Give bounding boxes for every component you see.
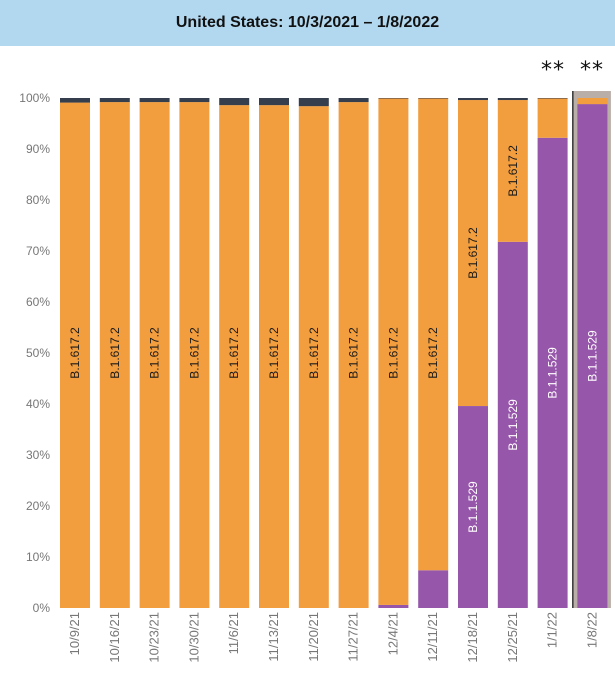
- bar-segment: [259, 98, 289, 106]
- bar-segment: [458, 100, 488, 407]
- y-tick-label: 100%: [19, 91, 50, 105]
- bar-segment: [179, 98, 210, 103]
- bar-segment: [60, 102, 90, 608]
- bar-segment: [219, 105, 250, 608]
- bar-label: B.1.617.2: [227, 327, 241, 379]
- bar-label: B.1.617.2: [506, 145, 520, 197]
- stacked-bar-chart: 0% 10% 20% 30% 40% 50% 60% 70% 80% 90% 100% 10/9/21…: [19, 91, 611, 663]
- y-tick-label: 80%: [26, 193, 50, 207]
- bar-segment: [418, 570, 449, 608]
- bar-segment: [378, 604, 409, 608]
- bar-segment: [497, 241, 528, 608]
- bar-segment: [497, 98, 528, 101]
- chart-title: United States: 10/3/2021 – 1/8/2022: [175, 14, 440, 31]
- x-tick-label: 12/25/21: [505, 612, 520, 663]
- bar-label: B.1.617.2: [267, 327, 281, 379]
- bar-segment: [219, 98, 250, 106]
- bar-segment: [378, 98, 409, 99]
- bar-segment: [378, 98, 409, 605]
- x-tick-label: 12/18/21: [465, 612, 480, 663]
- bar-segment: [259, 105, 289, 608]
- y-tick-label: 50%: [26, 346, 50, 360]
- bar-segment: [139, 98, 170, 103]
- bar-segment: [497, 100, 528, 242]
- y-tick-label: 40%: [26, 397, 50, 411]
- bar-label: B.1.617.2: [347, 327, 361, 379]
- annotation-asterisk-2: **: [580, 58, 604, 83]
- x-tick-label: 10/16/21: [107, 612, 122, 663]
- bar-label: B.1.617.2: [466, 227, 480, 279]
- x-tick-label: 10/30/21: [186, 612, 201, 663]
- bar-segment: [418, 98, 449, 571]
- y-tick-label: 10%: [26, 550, 50, 564]
- bar-label: B.1.617.2: [68, 327, 82, 379]
- x-tick-label: 1/1/22: [545, 612, 560, 648]
- bar-segment: [99, 98, 130, 103]
- bar-segment: [458, 98, 488, 101]
- bar-label: B.1.617.2: [187, 327, 201, 379]
- y-tick-label: 0%: [33, 601, 51, 615]
- x-tick-label: 11/20/21: [306, 612, 321, 662]
- bar-segment: [418, 98, 449, 99]
- bar-segment: [537, 137, 568, 608]
- bar-label: B.1.617.2: [426, 327, 440, 379]
- y-tick-label: 20%: [26, 499, 50, 513]
- x-tick-label: 10/23/21: [147, 612, 162, 663]
- bar-segment: [298, 98, 329, 107]
- x-tick-label: 11/27/21: [346, 612, 361, 662]
- bar-label: B.1.1.529: [546, 347, 560, 399]
- bar-segment: [179, 102, 210, 608]
- bar-segment: [577, 98, 608, 105]
- bar-segment: [99, 102, 130, 608]
- x-tick-label: 12/4/21: [385, 612, 400, 655]
- bar-label: B.1.1.529: [585, 330, 599, 382]
- bar-segment: [338, 102, 369, 608]
- bar-segment: [298, 106, 329, 608]
- bar-label: B.1.617.2: [148, 327, 162, 379]
- bar-label: B.1.617.2: [386, 327, 400, 379]
- y-tick-label: 90%: [26, 142, 50, 156]
- bar-label: B.1.617.2: [108, 327, 122, 379]
- bar-segment: [537, 98, 568, 99]
- x-tick-label: 1/8/22: [584, 612, 599, 648]
- y-tick-label: 60%: [26, 295, 50, 309]
- y-tick-label: 30%: [26, 448, 50, 462]
- bar-label: B.1.1.529: [466, 481, 480, 533]
- x-tick-label: 12/11/21: [425, 612, 440, 662]
- title-bar: United States: 10/3/2021 – 1/8/2022: [0, 0, 615, 46]
- x-tick-label: 11/6/21: [226, 612, 241, 654]
- bar-label: B.1.1.529: [506, 399, 520, 451]
- y-tick-label: 70%: [26, 244, 50, 258]
- bar-segment: [139, 102, 170, 608]
- bar-segment: [577, 104, 608, 608]
- bar-segment: [338, 98, 369, 103]
- bar-label: B.1.617.2: [307, 327, 321, 379]
- x-tick-label: 11/13/21: [266, 612, 281, 662]
- bar-segment: [60, 98, 90, 103]
- bar-segment: [537, 98, 568, 138]
- annotation-asterisk-1: **: [541, 58, 565, 83]
- x-tick-label: 10/9/21: [67, 612, 82, 655]
- bar-segment: [458, 406, 488, 608]
